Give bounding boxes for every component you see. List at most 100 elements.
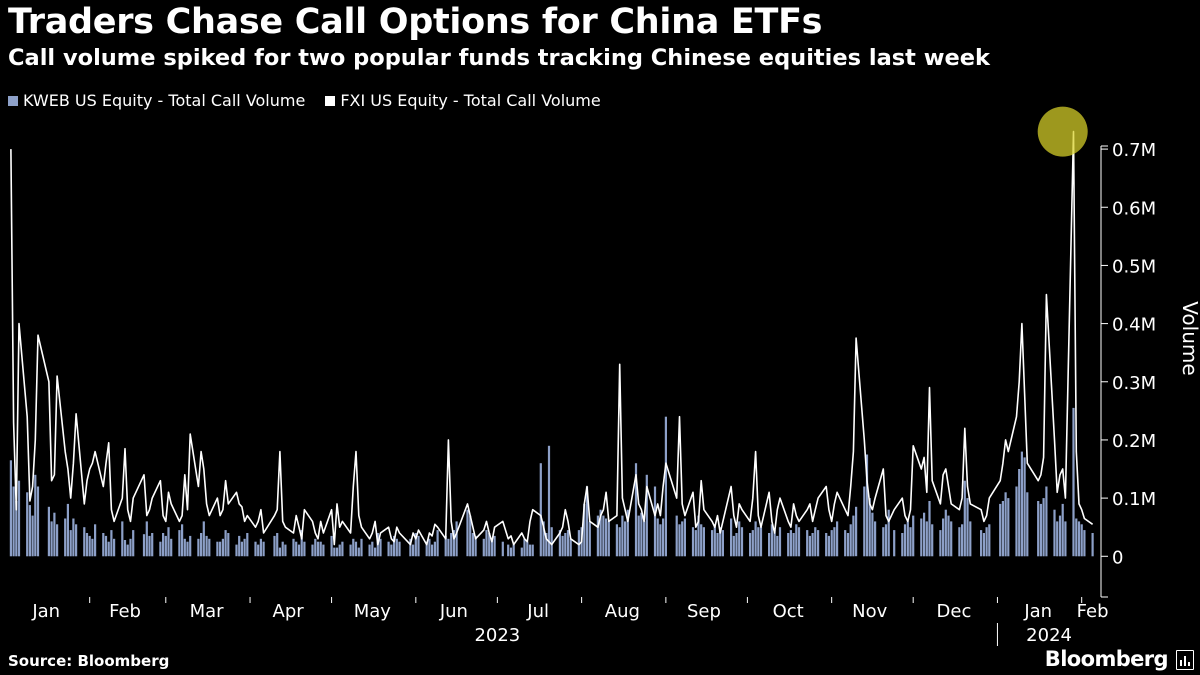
kweb-bar bbox=[912, 515, 915, 557]
kweb-bar bbox=[768, 533, 771, 557]
kweb-bar bbox=[262, 541, 265, 557]
kweb-bar bbox=[550, 527, 553, 557]
kweb-bar bbox=[452, 530, 455, 557]
kweb-bar bbox=[354, 541, 358, 557]
kweb-bar bbox=[539, 463, 542, 557]
kweb-bar bbox=[566, 530, 570, 557]
kweb-bar bbox=[694, 530, 697, 557]
x-tick-label: Feb bbox=[1077, 601, 1109, 622]
kweb-bar bbox=[352, 538, 355, 557]
kweb-bar bbox=[319, 541, 322, 557]
kweb-bar bbox=[88, 535, 91, 557]
x-year-label: 2023 bbox=[474, 625, 520, 646]
y-tick-label: 0.4M bbox=[1112, 315, 1156, 336]
kweb-bar bbox=[170, 538, 173, 557]
kweb-bar bbox=[148, 535, 151, 557]
kweb-bar bbox=[284, 544, 287, 557]
kweb-bar bbox=[713, 524, 716, 557]
kweb-bar bbox=[1072, 407, 1075, 557]
kweb-bar bbox=[292, 538, 295, 557]
kweb-bar bbox=[417, 535, 420, 557]
kweb-bar bbox=[488, 533, 491, 557]
kweb-bar bbox=[645, 474, 648, 557]
kweb-bar bbox=[887, 509, 890, 557]
kweb-bar bbox=[450, 533, 453, 557]
y-axis: 0 0.1M 0.2M 0.3M 0.4M 0.5M 0.6M 0.7M bbox=[1100, 140, 1156, 598]
legend-label-kweb: KWEB US Equity - Total Call Volume bbox=[23, 91, 306, 110]
x-year-label: 2024 bbox=[1026, 625, 1072, 646]
kweb-bar bbox=[985, 527, 988, 557]
kweb-bar bbox=[754, 521, 757, 557]
kweb-bar bbox=[719, 527, 722, 557]
kweb-bar bbox=[311, 544, 314, 557]
kweb-bar bbox=[1075, 518, 1078, 557]
kweb-bar bbox=[596, 515, 599, 557]
kweb-bar bbox=[281, 541, 284, 557]
kweb-bar bbox=[129, 538, 132, 557]
kweb-bar bbox=[273, 535, 276, 557]
kweb-bar bbox=[395, 538, 398, 557]
kweb-bar bbox=[577, 530, 580, 557]
kweb-bar bbox=[528, 544, 532, 557]
kweb-bar bbox=[75, 524, 78, 557]
kweb-bar bbox=[909, 527, 912, 557]
kweb-bar bbox=[759, 527, 763, 557]
legend-item-kweb: KWEB US Equity - Total Call Volume bbox=[8, 91, 305, 110]
kweb-bar bbox=[69, 530, 72, 557]
kweb-bar bbox=[583, 503, 586, 557]
kweb-bar bbox=[379, 538, 382, 557]
y-tick-label: 0 bbox=[1112, 547, 1123, 568]
kweb-bar bbox=[564, 533, 567, 557]
kweb-bar bbox=[1061, 503, 1064, 557]
kweb-bar bbox=[844, 530, 847, 557]
kweb-bar bbox=[531, 544, 534, 557]
kweb-bar bbox=[1004, 492, 1007, 557]
kweb-bar bbox=[56, 524, 59, 557]
y-tick-label: 0.7M bbox=[1112, 140, 1156, 161]
kweb-bar bbox=[167, 527, 170, 557]
kweb-bar bbox=[863, 486, 866, 557]
kweb-bar bbox=[599, 509, 602, 557]
kweb-bar bbox=[588, 521, 591, 557]
kweb-bar bbox=[585, 486, 589, 557]
kweb-bar bbox=[526, 541, 529, 557]
kweb-bar bbox=[387, 541, 390, 557]
kweb-bar bbox=[409, 538, 412, 557]
kweb-bar bbox=[675, 515, 678, 557]
kweb-bar bbox=[795, 524, 798, 557]
kweb-bar bbox=[939, 530, 942, 557]
kweb-bar bbox=[1056, 521, 1059, 557]
kweb-bar bbox=[414, 533, 417, 557]
kweb-bar bbox=[808, 535, 811, 557]
kweb-bar bbox=[371, 541, 374, 557]
kweb-bar bbox=[770, 524, 773, 557]
y-axis-label: Volume bbox=[1178, 301, 1200, 375]
kweb-bar bbox=[683, 518, 686, 557]
kweb-bar bbox=[341, 541, 344, 557]
kweb-bar bbox=[825, 533, 828, 557]
kweb-bar bbox=[1018, 469, 1021, 557]
kweb-bar bbox=[257, 544, 260, 557]
kweb-bar bbox=[849, 524, 852, 557]
kweb-bar bbox=[980, 530, 983, 557]
kweb-bar bbox=[221, 538, 224, 557]
kweb-bar bbox=[202, 521, 205, 557]
kweb-bar bbox=[433, 541, 436, 557]
kweb-bar bbox=[716, 533, 719, 557]
kweb-bar bbox=[469, 515, 472, 557]
kweb-bar bbox=[501, 541, 504, 557]
kweb-bar bbox=[523, 538, 526, 557]
kweb-bar bbox=[66, 503, 69, 557]
kweb-bar bbox=[493, 535, 496, 557]
kweb-bar bbox=[1083, 530, 1086, 557]
kweb-bar bbox=[944, 509, 947, 557]
kweb-bar bbox=[295, 541, 298, 557]
kweb-bar bbox=[300, 530, 303, 557]
kweb-bar bbox=[390, 544, 393, 557]
kweb-bar bbox=[360, 538, 363, 557]
legend-label-fxi: FXI US Equity - Total Call Volume bbox=[340, 91, 601, 110]
kweb-bar bbox=[966, 498, 969, 557]
kweb-bar bbox=[142, 534, 146, 557]
kweb-bar bbox=[602, 515, 605, 557]
kweb-bar bbox=[104, 535, 108, 557]
